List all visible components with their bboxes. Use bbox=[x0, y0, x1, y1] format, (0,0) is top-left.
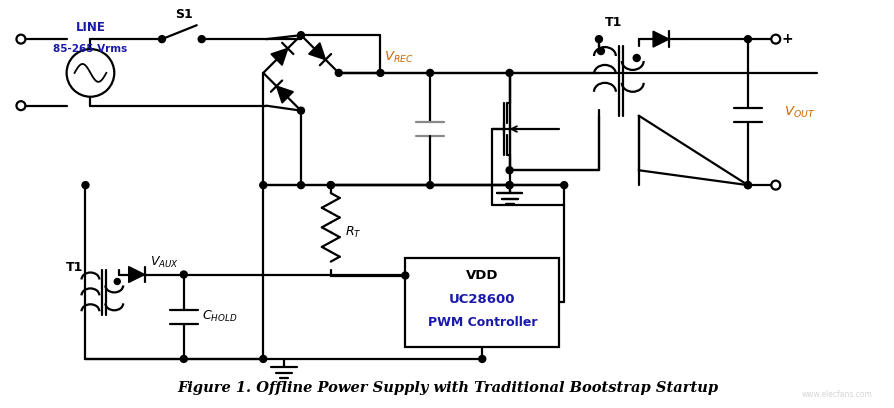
Text: S1: S1 bbox=[174, 8, 192, 21]
Circle shape bbox=[16, 101, 25, 110]
Circle shape bbox=[595, 35, 602, 42]
Circle shape bbox=[335, 69, 342, 76]
Circle shape bbox=[259, 182, 266, 188]
Circle shape bbox=[82, 182, 89, 188]
Text: $C_{HOLD}$: $C_{HOLD}$ bbox=[201, 309, 237, 324]
Text: VDD: VDD bbox=[466, 269, 498, 282]
Text: LINE: LINE bbox=[75, 21, 105, 34]
Text: $R_T$: $R_T$ bbox=[344, 225, 361, 240]
Text: 85-265 Vrms: 85-265 Vrms bbox=[54, 44, 128, 54]
Text: www.elecfans.com: www.elecfans.com bbox=[800, 390, 871, 399]
Circle shape bbox=[158, 35, 165, 42]
Circle shape bbox=[505, 167, 512, 174]
Circle shape bbox=[744, 182, 751, 188]
Text: +: + bbox=[780, 32, 792, 46]
Circle shape bbox=[376, 69, 384, 76]
Circle shape bbox=[259, 355, 266, 362]
Polygon shape bbox=[276, 86, 293, 103]
Circle shape bbox=[744, 35, 751, 42]
Circle shape bbox=[771, 35, 780, 44]
Polygon shape bbox=[653, 31, 668, 47]
Circle shape bbox=[327, 182, 333, 188]
Circle shape bbox=[180, 271, 187, 278]
Circle shape bbox=[297, 107, 304, 114]
Text: T1: T1 bbox=[604, 16, 622, 29]
Circle shape bbox=[744, 182, 751, 188]
Circle shape bbox=[426, 69, 433, 76]
Text: Figure 1. Offline Power Supply with Traditional Bootstrap Startup: Figure 1. Offline Power Supply with Trad… bbox=[177, 381, 717, 395]
Text: $V_{OUT}$: $V_{OUT}$ bbox=[783, 104, 814, 120]
Text: UC28600: UC28600 bbox=[449, 293, 515, 306]
Circle shape bbox=[478, 355, 485, 362]
Circle shape bbox=[505, 182, 512, 188]
Circle shape bbox=[505, 182, 512, 188]
Circle shape bbox=[597, 48, 603, 55]
Circle shape bbox=[561, 182, 567, 188]
Text: $V_{AUX}$: $V_{AUX}$ bbox=[149, 255, 179, 270]
Circle shape bbox=[401, 272, 409, 279]
Polygon shape bbox=[271, 49, 288, 65]
Text: PWM Controller: PWM Controller bbox=[427, 316, 536, 329]
Bar bbox=[405, 257, 559, 347]
Circle shape bbox=[16, 35, 25, 44]
Circle shape bbox=[327, 182, 333, 188]
Text: $V_{REC}$: $V_{REC}$ bbox=[384, 50, 414, 65]
Circle shape bbox=[505, 69, 512, 76]
Circle shape bbox=[297, 32, 304, 39]
Circle shape bbox=[426, 182, 433, 188]
Circle shape bbox=[633, 55, 639, 62]
Text: T1: T1 bbox=[66, 261, 83, 273]
Polygon shape bbox=[129, 266, 145, 282]
Circle shape bbox=[198, 35, 205, 42]
Circle shape bbox=[180, 355, 187, 362]
Circle shape bbox=[114, 279, 120, 284]
Circle shape bbox=[297, 182, 304, 188]
Polygon shape bbox=[308, 43, 325, 60]
Circle shape bbox=[771, 181, 780, 190]
